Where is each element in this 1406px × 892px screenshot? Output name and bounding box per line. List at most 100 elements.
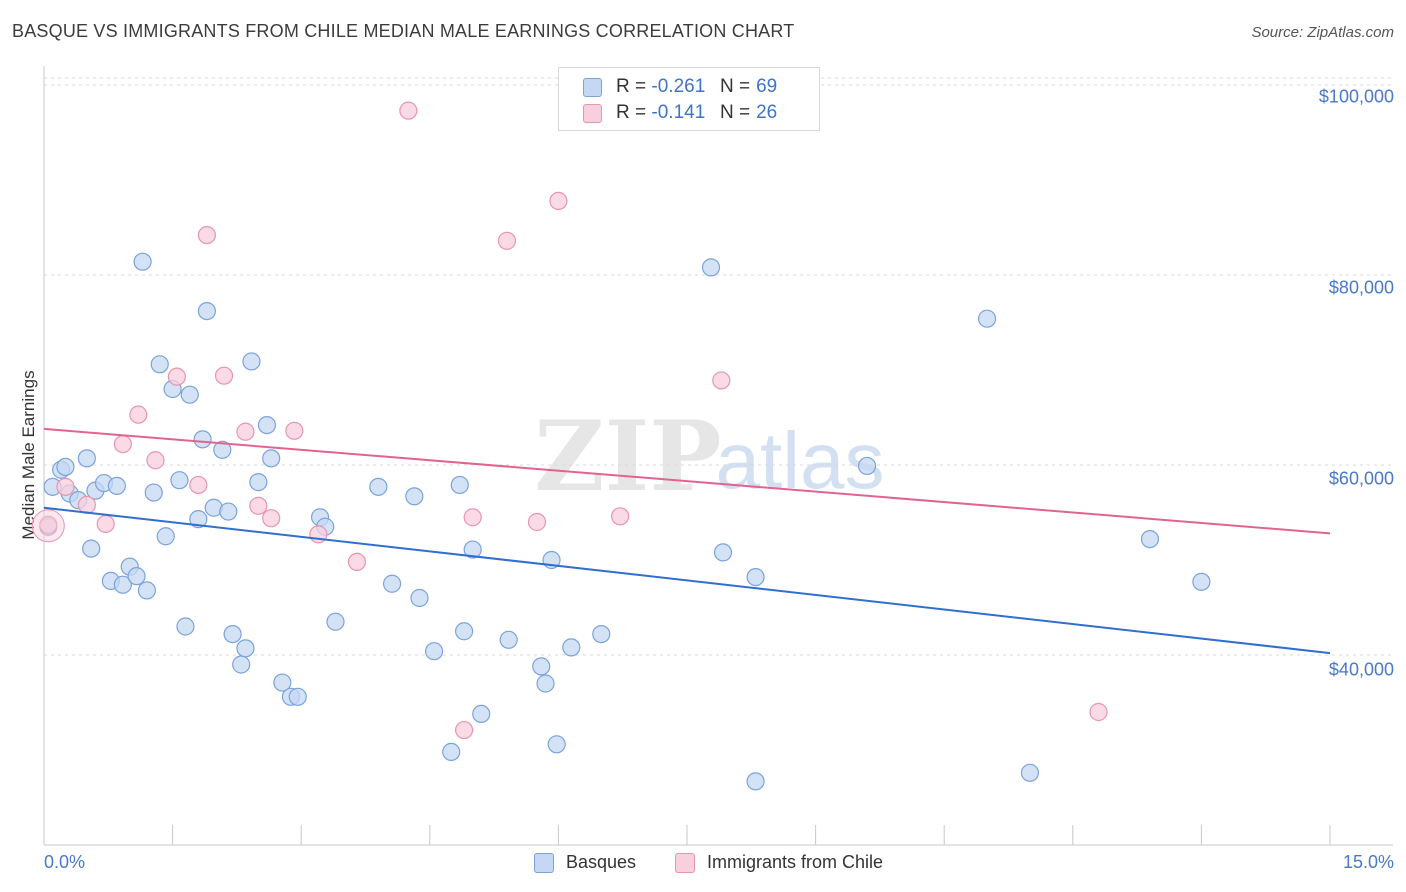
basques-point — [450, 475, 469, 495]
chile-point — [96, 514, 115, 534]
basques-point — [405, 487, 424, 506]
basques-point — [562, 638, 581, 657]
basques-point — [288, 687, 307, 706]
basques-point — [144, 483, 163, 502]
basques-point — [547, 735, 566, 754]
chile-point — [399, 101, 418, 120]
chile-point — [497, 231, 517, 250]
y-tick-label: $40,000 — [1328, 659, 1394, 680]
basques-point — [113, 575, 132, 594]
n-label: N = — [720, 76, 751, 97]
basques-point — [189, 510, 208, 529]
stats-legend-row-chile: R = -0.141 N = 26 — [583, 101, 777, 125]
basques-point — [213, 440, 232, 459]
basques-point — [232, 655, 251, 674]
basques-point — [746, 567, 765, 587]
basques-point — [857, 456, 877, 476]
chart-title: BASQUE VS IMMIGRANTS FROM CHILE MEDIAN M… — [12, 21, 795, 41]
series-legend: Basques Immigrants from Chile — [0, 852, 1406, 878]
chile-swatch — [583, 103, 602, 123]
r-label: R = — [616, 76, 647, 97]
n-value: 69 — [756, 76, 778, 97]
basques-point — [77, 449, 96, 468]
basques-point — [592, 624, 611, 644]
chile-point — [611, 507, 630, 526]
chile-trend-line — [43, 427, 1331, 535]
x-tick-label-min: 0.0% — [44, 852, 86, 872]
chile-point — [527, 512, 547, 532]
n-value: 26 — [756, 102, 778, 123]
basques-point — [977, 309, 997, 328]
basques-point — [1140, 529, 1160, 549]
basques-point — [133, 252, 152, 271]
chile-point — [77, 495, 96, 514]
legend-item-chile[interactable]: Immigrants from Chile — [675, 852, 883, 873]
chile-point — [56, 477, 75, 496]
chile-point — [347, 552, 367, 572]
basques-point — [454, 622, 474, 641]
legend-label-chile: Immigrants from Chile — [707, 852, 884, 872]
source-credit: Source: ZipAtlas.com — [1251, 24, 1394, 41]
y-tick-label: $100,000 — [1318, 86, 1394, 107]
basques-point — [170, 471, 189, 490]
basques-point — [242, 352, 261, 371]
chile-point — [463, 508, 482, 527]
basques-point — [236, 639, 255, 658]
chile-point — [712, 371, 731, 390]
legend-label-basques: Basques — [566, 852, 637, 872]
basques-point — [127, 567, 146, 586]
basques-point — [249, 473, 268, 492]
basques-point — [257, 416, 277, 435]
basques-point — [410, 588, 429, 608]
chile-point — [129, 405, 148, 424]
chile-point — [197, 226, 216, 245]
basques-point — [424, 642, 444, 661]
basques-point — [137, 581, 156, 600]
basques-point — [156, 527, 175, 546]
chile-point — [214, 366, 234, 385]
basques-point — [536, 674, 555, 693]
stats-legend-row-basques: R = -0.261 N = 69 — [583, 75, 777, 99]
n-label: N = — [720, 102, 751, 123]
basques-point — [701, 258, 721, 277]
chile-point — [167, 367, 186, 386]
basques-point — [472, 704, 491, 724]
chile-point — [146, 451, 165, 470]
basques-point — [1020, 763, 1040, 782]
chile-point — [454, 720, 474, 740]
basques-point — [273, 673, 292, 692]
legend-item-basques[interactable]: Basques — [534, 852, 636, 873]
basques-point — [107, 476, 126, 495]
basques-point — [713, 543, 733, 562]
chile-point — [285, 421, 304, 440]
basques-point — [223, 624, 242, 644]
basques-point — [150, 355, 169, 374]
basques-point — [176, 617, 195, 636]
basques-point — [180, 385, 199, 404]
r-value: -0.261 — [651, 76, 706, 97]
chile-point — [549, 191, 568, 210]
chile-legend-swatch — [675, 852, 695, 873]
chile-point — [249, 496, 268, 515]
basques-point — [499, 630, 518, 649]
r-label: R = — [616, 102, 647, 123]
chile-point — [236, 422, 255, 441]
chile-point — [189, 475, 208, 495]
basques-point — [1192, 572, 1211, 591]
basques-point — [532, 657, 551, 676]
basques-point — [442, 742, 461, 762]
chile-point — [39, 515, 58, 534]
basques-point — [219, 502, 238, 521]
basques-point — [82, 539, 101, 558]
chile-point — [113, 435, 132, 454]
watermark-zip: ZIP — [534, 400, 721, 513]
basques-point — [382, 574, 402, 593]
y-tick-label: $60,000 — [1328, 468, 1394, 489]
r-value: -0.141 — [651, 102, 706, 123]
chile-point — [1089, 702, 1108, 722]
basques-swatch — [583, 77, 602, 97]
y-tick-label: $80,000 — [1328, 277, 1394, 298]
basques-point — [369, 477, 388, 496]
chile-point — [262, 509, 281, 528]
